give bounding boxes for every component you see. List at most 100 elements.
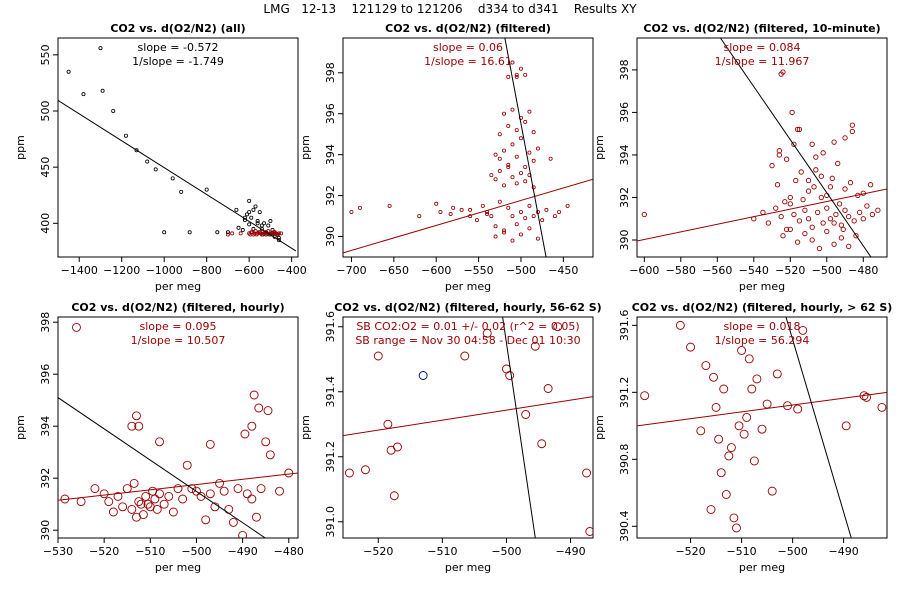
data-point bbox=[240, 429, 250, 439]
data-point bbox=[261, 437, 271, 447]
data-point bbox=[215, 478, 224, 488]
data-point bbox=[675, 320, 685, 330]
data-point bbox=[497, 169, 502, 174]
data-point bbox=[540, 218, 545, 223]
data-point bbox=[460, 351, 470, 361]
chart-title: CO2 vs. d(O2/N2) (all) bbox=[110, 22, 245, 35]
data-point bbox=[531, 130, 536, 135]
y-tick-label: 398 bbox=[618, 59, 631, 80]
data-point bbox=[136, 499, 146, 509]
data-point bbox=[247, 222, 252, 227]
data-point bbox=[230, 231, 235, 236]
annotation-2: 1/slope = 56.294 bbox=[715, 334, 810, 347]
data-point bbox=[260, 232, 265, 237]
data-point bbox=[187, 230, 192, 235]
data-point bbox=[514, 222, 519, 227]
data-point bbox=[108, 507, 118, 517]
data-point bbox=[179, 189, 184, 194]
data-point bbox=[585, 527, 593, 536]
y-axis-label: ppm bbox=[14, 415, 27, 440]
x-tick-label: −480 bbox=[274, 545, 304, 558]
chart-title: CO2 vs. d(O2/N2) (filtered, hourly) bbox=[71, 301, 284, 314]
data-point bbox=[256, 484, 266, 494]
data-point bbox=[816, 245, 823, 252]
series-filtered bbox=[60, 322, 294, 538]
data-point bbox=[860, 216, 866, 222]
data-point bbox=[514, 74, 519, 79]
data-point bbox=[417, 214, 422, 219]
data-point bbox=[225, 230, 230, 235]
data-point bbox=[275, 232, 280, 237]
data-point bbox=[276, 235, 281, 240]
fit-line-secondary bbox=[785, 317, 852, 538]
data-point bbox=[548, 156, 553, 161]
fit-line-secondary bbox=[58, 397, 266, 538]
data-point bbox=[497, 156, 502, 161]
data-point bbox=[113, 491, 123, 501]
data-point bbox=[721, 490, 731, 499]
y-tick-label: 391.6 bbox=[618, 310, 631, 342]
data-point bbox=[831, 220, 837, 226]
data-point bbox=[238, 231, 243, 236]
data-point bbox=[793, 404, 803, 414]
data-point bbox=[820, 150, 826, 156]
data-point bbox=[537, 439, 547, 449]
data-point bbox=[791, 141, 797, 147]
data-point bbox=[641, 211, 647, 218]
x-axis-label: per meg bbox=[155, 561, 201, 574]
data-point bbox=[510, 175, 515, 180]
y-tick-label: 396 bbox=[618, 102, 631, 123]
data-point bbox=[66, 69, 71, 74]
data-point bbox=[132, 411, 141, 421]
data-point bbox=[716, 468, 726, 478]
data-point bbox=[518, 232, 523, 237]
plot-frame bbox=[342, 316, 594, 539]
data-point bbox=[493, 152, 498, 157]
data-point bbox=[162, 230, 167, 235]
data-point bbox=[256, 230, 261, 235]
data-point bbox=[818, 173, 824, 179]
y-axis-label: ppm bbox=[299, 415, 312, 440]
fit-line-secondary bbox=[502, 317, 536, 538]
data-point bbox=[81, 92, 86, 97]
data-point bbox=[856, 209, 863, 215]
data-point bbox=[527, 226, 532, 231]
data-point bbox=[219, 486, 229, 496]
data-point bbox=[510, 142, 515, 147]
x-tick-label: −510 bbox=[427, 545, 457, 558]
data-point bbox=[273, 231, 278, 236]
data-point bbox=[257, 210, 262, 215]
y-tick-label: 392 bbox=[618, 187, 631, 208]
fit-line-primary bbox=[58, 100, 297, 252]
x-tick-label: −500 bbox=[506, 264, 536, 277]
annotation-2: 1/slope = 11.967 bbox=[715, 55, 810, 68]
data-point bbox=[205, 439, 215, 449]
data-point bbox=[833, 211, 839, 218]
data-point bbox=[233, 484, 243, 494]
data-point bbox=[557, 209, 562, 214]
data-point bbox=[90, 484, 100, 494]
y-tick-label: 500 bbox=[39, 101, 52, 122]
y-tick-label: 450 bbox=[39, 157, 52, 178]
y-tick-label: 394 bbox=[618, 144, 631, 165]
data-point bbox=[502, 230, 507, 235]
data-point bbox=[254, 232, 259, 237]
data-point bbox=[782, 199, 788, 205]
data-point bbox=[776, 148, 782, 154]
data-point bbox=[275, 486, 284, 496]
data-point bbox=[714, 434, 724, 444]
data-point bbox=[518, 115, 523, 120]
data-point bbox=[451, 205, 456, 210]
plot-frame bbox=[57, 37, 299, 258]
data-point bbox=[482, 328, 492, 338]
x-tick-label: −500 bbox=[491, 545, 521, 558]
x-axis-label: per meg bbox=[739, 561, 785, 574]
data-point bbox=[518, 66, 523, 71]
x-tick-label: −520 bbox=[89, 545, 119, 558]
data-point bbox=[783, 226, 790, 233]
x-tick-label: −550 bbox=[463, 264, 493, 277]
data-point bbox=[565, 203, 570, 208]
data-point bbox=[724, 451, 734, 461]
series-filtered bbox=[349, 60, 570, 243]
y-tick-label: 391.2 bbox=[618, 377, 631, 409]
